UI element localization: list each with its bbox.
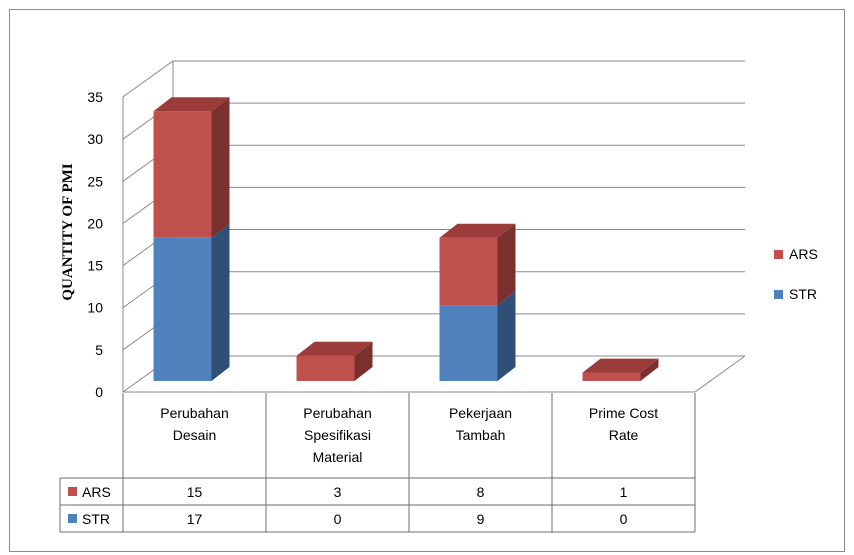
table-key-ars [68, 487, 77, 496]
y-tick-label: 5 [95, 342, 103, 358]
bar-ars-side [497, 223, 516, 306]
legend-key-str [774, 290, 783, 299]
y-tick-label: 20 [87, 215, 103, 231]
bar-str-side [211, 223, 230, 381]
bar-top [582, 358, 659, 373]
category-label: Pekerjaan [449, 405, 512, 421]
floor-edge-right [694, 355, 746, 393]
y-tick-label: 35 [87, 89, 103, 105]
category-label: Spesifikasi [304, 427, 371, 443]
table-series-label: ARS [82, 484, 111, 500]
bar-ars-front [153, 111, 212, 238]
table-value: 8 [477, 484, 485, 500]
legend-label: ARS [789, 246, 818, 262]
bar-top [296, 341, 373, 356]
category-label: Tambah [456, 427, 506, 443]
table-value: 0 [334, 511, 342, 527]
bar-ars-front [582, 372, 641, 381]
bar-ars-front [439, 237, 498, 306]
legend-key-ars [774, 250, 783, 259]
y-tick-label: 30 [87, 131, 103, 147]
category-label: Prime Cost [589, 405, 658, 421]
y-axis-title: QUANTITY OF PMI [60, 163, 76, 300]
bar-ars-side [211, 97, 230, 238]
category-label: Desain [173, 427, 217, 443]
bar-top [439, 223, 516, 238]
table-value: 0 [620, 511, 628, 527]
bar-ars-side [354, 341, 373, 381]
table-value: 3 [334, 484, 342, 500]
bar-str-front [153, 237, 212, 381]
gridline-diagonal [122, 60, 174, 98]
chart-frame [9, 9, 845, 552]
y-tick-label: 25 [87, 173, 103, 189]
table-value: 17 [187, 511, 203, 527]
category-label: Perubahan [303, 405, 372, 421]
category-label: Perubahan [160, 405, 229, 421]
bar-str-side [497, 291, 516, 381]
legend-label: STR [789, 286, 817, 302]
bar-top [153, 97, 230, 112]
bar-ars-side [640, 358, 659, 381]
bar-ars-front [296, 355, 355, 381]
y-tick-label: 0 [95, 384, 103, 400]
category-label: Rate [609, 427, 639, 443]
y-tick-label: 15 [87, 258, 103, 274]
table-value: 9 [477, 511, 485, 527]
table-value: 1 [620, 484, 628, 500]
category-label: Material [313, 449, 363, 465]
table-value: 15 [187, 484, 203, 500]
y-tick-label: 10 [87, 300, 103, 316]
table-key-str [68, 514, 77, 523]
bar-str-front [439, 305, 498, 381]
table-series-label: STR [82, 511, 110, 527]
